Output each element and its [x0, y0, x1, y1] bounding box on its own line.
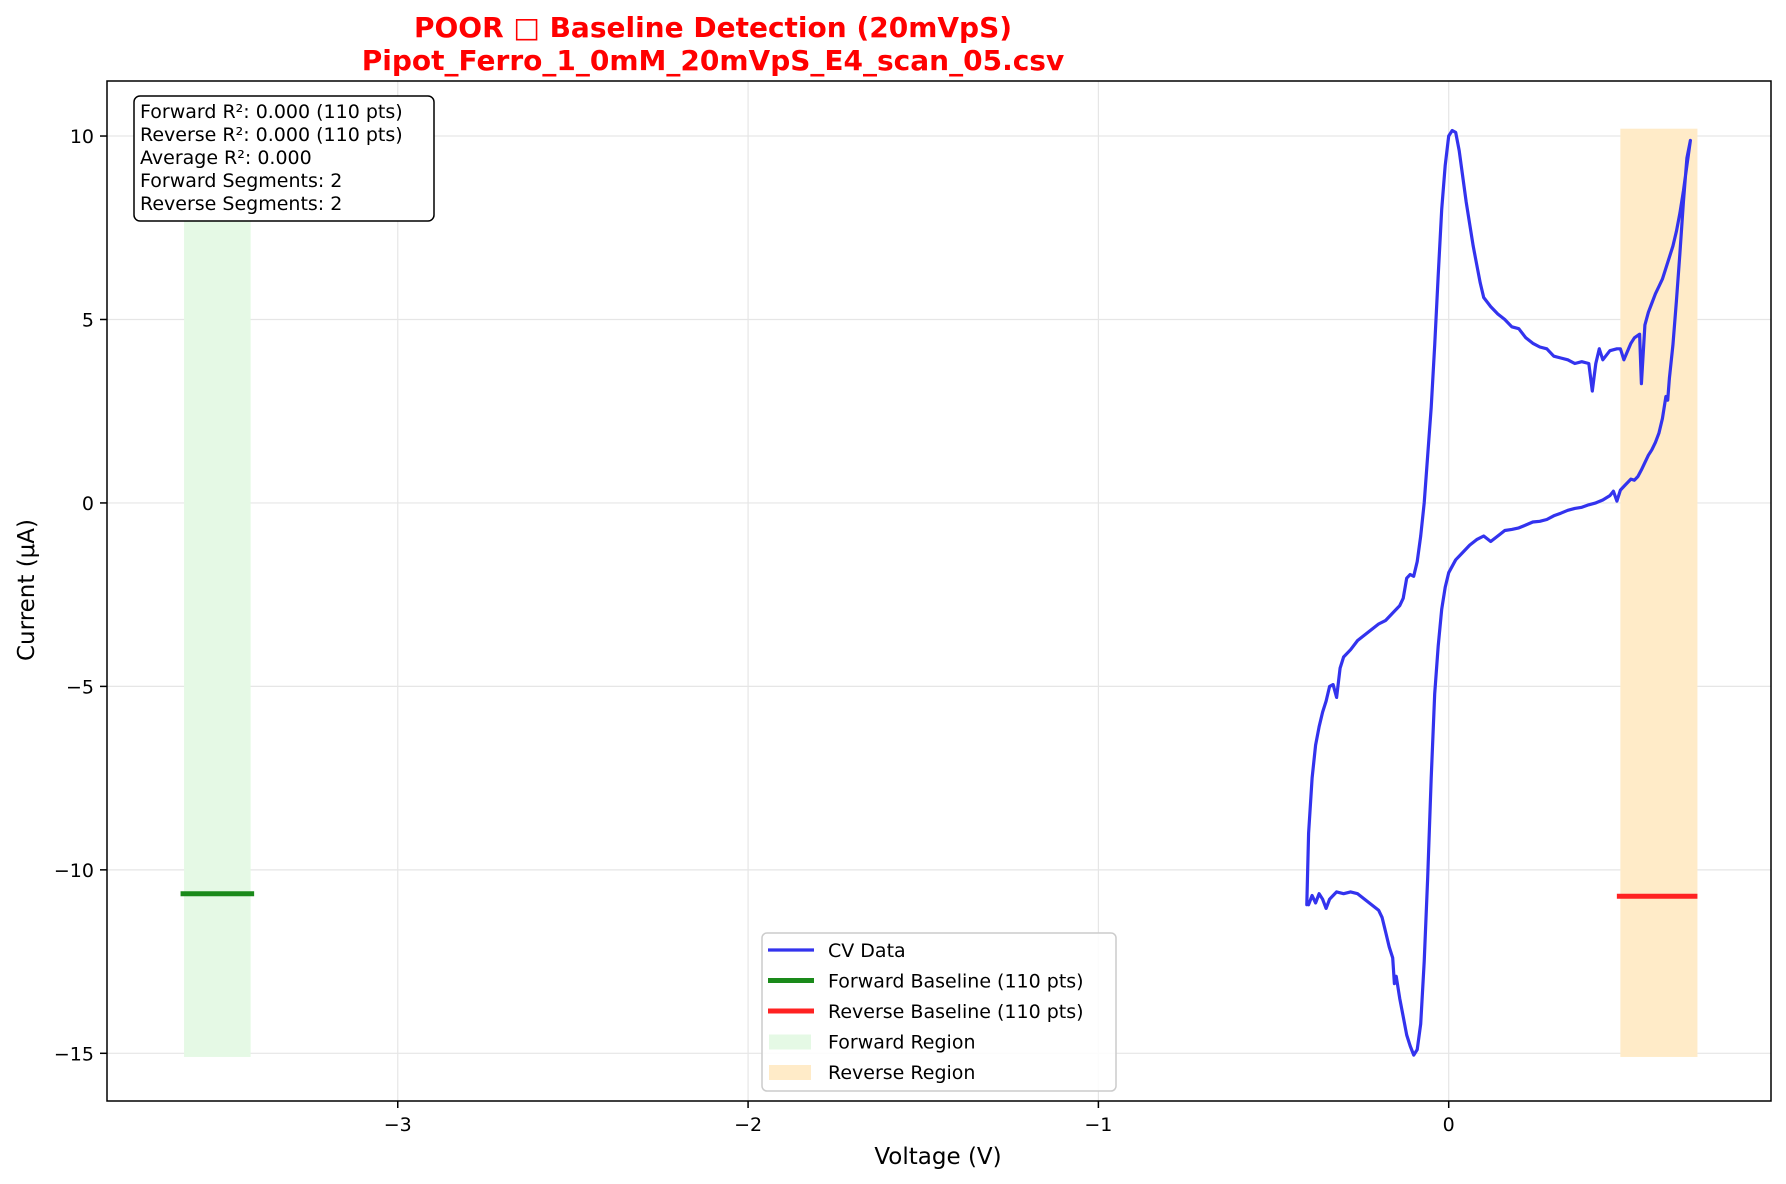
- legend-label: Reverse Baseline (110 pts): [828, 1001, 1084, 1023]
- legend-frame: [761, 932, 1117, 1092]
- y-axis-label: Current (μA): [14, 519, 40, 661]
- y-tick-label: 0: [82, 493, 94, 515]
- legend-item-reverse-region: Reverse Region: [769, 1062, 975, 1084]
- plot-border: [106, 80, 1772, 1102]
- x-tick-label: −3: [384, 1114, 412, 1136]
- info-box-frame: [133, 95, 435, 222]
- x-axis-ticks: −3 −2 −1 0: [384, 1101, 1455, 1136]
- legend-item-forward-region: Forward Region: [769, 1032, 976, 1054]
- legend-label: Forward Region: [828, 1032, 976, 1054]
- plot-frame: [106, 80, 1772, 1102]
- cv-data-line: [1305, 128, 1692, 1057]
- x-tick-label: −1: [1084, 1114, 1112, 1136]
- legend-swatch: [769, 1034, 811, 1050]
- legend-label: CV Data: [828, 940, 906, 962]
- info-line-average-r2: Average R²: 0.000: [140, 147, 312, 169]
- stats-info-box: Forward R²: 0.000 (110 pts) Reverse R²: …: [133, 95, 435, 222]
- plot-area: [107, 81, 1771, 1101]
- info-line-forward-r2: Forward R²: 0.000 (110 pts): [140, 101, 403, 123]
- chart-title-line1: POOR □ Baseline Detection (20mVpS): [414, 11, 1012, 44]
- y-tick-label: 5: [82, 309, 94, 331]
- forward-region: [184, 128, 251, 1057]
- reverse-region: [1620, 128, 1698, 1057]
- y-tick-label: −15: [54, 1043, 94, 1065]
- legend: CV Data Forward Baseline (110 pts) Reverse…: [761, 932, 1117, 1092]
- data-series: [1305, 128, 1692, 1057]
- legend-item-cv-data: CV Data: [768, 940, 906, 962]
- y-tick-label: −5: [66, 676, 94, 698]
- y-tick-label: −10: [54, 860, 94, 882]
- grid-lines: [107, 81, 1771, 1101]
- chart-title-line2: Pipot_Ferro_1_0mM_20mVpS_E4_scan_05.csv: [362, 44, 1064, 77]
- y-axis-ticks: −15 −10 −5 0 5 10: [54, 126, 107, 1065]
- y-tick-label: 10: [70, 126, 94, 148]
- legend-label: Forward Baseline (110 pts): [828, 971, 1084, 993]
- x-tick-label: 0: [1443, 1114, 1455, 1136]
- legend-label: Reverse Region: [828, 1062, 975, 1084]
- info-line-forward-segments: Forward Segments: 2: [140, 170, 342, 192]
- baseline-lines: [180, 891, 1698, 899]
- legend-item-forward-baseline: Forward Baseline (110 pts): [768, 971, 1084, 993]
- legend-item-reverse-baseline: Reverse Baseline (110 pts): [768, 1001, 1084, 1023]
- plot-background: [107, 81, 1771, 1101]
- x-axis-label: Voltage (V): [874, 1144, 1001, 1170]
- info-line-reverse-segments: Reverse Segments: 2: [140, 193, 342, 215]
- x-tick-label: −2: [734, 1114, 762, 1136]
- info-line-reverse-r2: Reverse R²: 0.000 (110 pts): [140, 124, 403, 146]
- legend-swatch: [769, 1065, 811, 1080]
- shaded-regions: [184, 128, 1698, 1057]
